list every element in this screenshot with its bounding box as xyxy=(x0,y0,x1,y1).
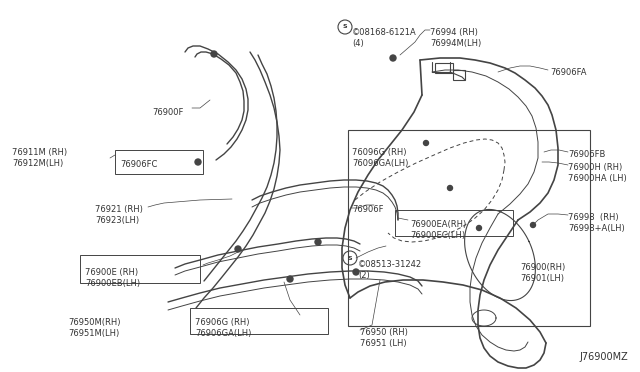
Text: 76994 (RH)
76994M(LH): 76994 (RH) 76994M(LH) xyxy=(430,28,481,48)
Text: 76906FC: 76906FC xyxy=(120,160,157,169)
Text: 76900EA(RH)
76900EC(LH): 76900EA(RH) 76900EC(LH) xyxy=(410,220,467,240)
Text: 76950M(RH)
76951M(LH): 76950M(RH) 76951M(LH) xyxy=(68,318,120,338)
Text: 76921 (RH)
76923(LH): 76921 (RH) 76923(LH) xyxy=(95,205,143,225)
Text: S: S xyxy=(342,25,348,29)
Text: 76906G (RH)
76906GA(LH): 76906G (RH) 76906GA(LH) xyxy=(195,318,252,338)
Text: 76096G (RH)
76096GA(LH): 76096G (RH) 76096GA(LH) xyxy=(352,148,408,168)
Text: 76911M (RH)
76912M(LH): 76911M (RH) 76912M(LH) xyxy=(12,148,67,168)
Bar xyxy=(453,70,465,80)
Text: S: S xyxy=(348,256,352,260)
Circle shape xyxy=(353,269,359,275)
Text: J76900MZ: J76900MZ xyxy=(579,352,628,362)
Circle shape xyxy=(531,222,536,228)
Circle shape xyxy=(315,239,321,245)
Circle shape xyxy=(390,55,396,61)
Circle shape xyxy=(447,186,452,190)
Circle shape xyxy=(211,51,217,57)
Bar xyxy=(435,63,453,73)
Circle shape xyxy=(287,276,293,282)
Text: 76900E (RH)
76900EB(LH): 76900E (RH) 76900EB(LH) xyxy=(85,268,140,288)
Bar xyxy=(190,308,328,334)
Circle shape xyxy=(424,141,429,145)
Circle shape xyxy=(235,246,241,252)
Bar xyxy=(395,210,513,236)
Text: 76900(RH)
76901(LH): 76900(RH) 76901(LH) xyxy=(520,263,565,283)
Text: ©08513-31242
(2): ©08513-31242 (2) xyxy=(358,260,422,280)
Bar xyxy=(348,130,590,326)
Circle shape xyxy=(477,225,481,231)
Circle shape xyxy=(195,159,201,165)
Text: 76906F: 76906F xyxy=(352,205,383,214)
Text: 76998  (RH)
76998+A(LH): 76998 (RH) 76998+A(LH) xyxy=(568,213,625,233)
Text: 76900H (RH)
76900HA (LH): 76900H (RH) 76900HA (LH) xyxy=(568,163,627,183)
Bar xyxy=(115,150,203,174)
Text: ©08168-6121A
(4): ©08168-6121A (4) xyxy=(352,28,417,48)
Text: 76950 (RH)
76951 (LH): 76950 (RH) 76951 (LH) xyxy=(360,328,408,348)
Bar xyxy=(80,255,200,283)
Text: 76900F: 76900F xyxy=(152,108,184,117)
Text: 76906FB: 76906FB xyxy=(568,150,605,159)
Text: 76906FA: 76906FA xyxy=(550,68,586,77)
